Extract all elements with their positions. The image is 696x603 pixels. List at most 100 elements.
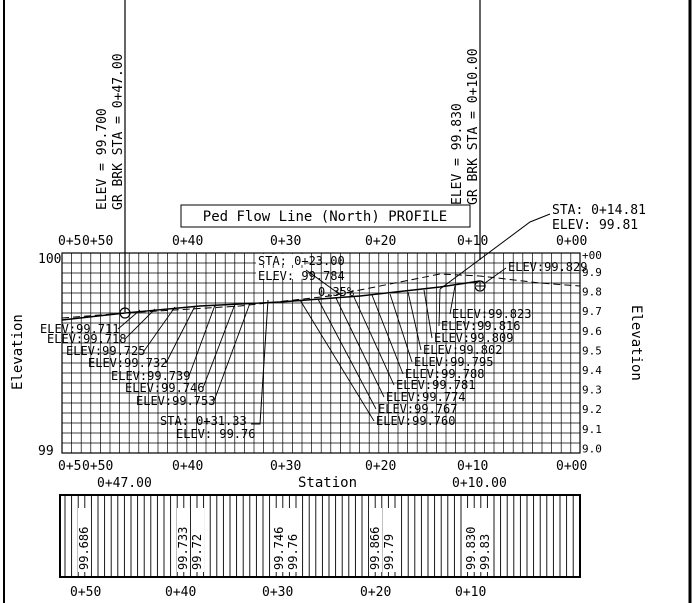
existing-ground-line (61, 273, 581, 319)
station-axis-label: Station (298, 475, 357, 491)
right-tick-label: 9.2 (582, 403, 602, 416)
profile-lines (61, 273, 581, 321)
table-value-bg (191, 508, 204, 572)
top-tick-30: 0+30 (270, 234, 301, 249)
profile-grid (61, 252, 580, 454)
grade-break-markers: GR BRK STA = 0+47.00 ELEV = 99.700 GR BR… (95, 0, 481, 312)
break-sta-10: GR BRK STA = 0+10.00 (466, 48, 481, 205)
table-value: 99.830 (464, 527, 478, 570)
elev-label: ELEV:99.829 (508, 260, 587, 274)
mid-elev-bg (256, 268, 306, 279)
elev-label: ELEV:99.823 (452, 307, 531, 321)
design-profile-line (61, 280, 481, 321)
station-mark-47: 0+47.00 (97, 476, 152, 491)
elevation-leaders: ELEV:99.711ELEV:99.718ELEV:99.725ELEV:99… (40, 260, 587, 428)
elev-leader (213, 302, 251, 402)
elev-leader (335, 297, 385, 398)
break-point-10 (474, 280, 486, 292)
hp-elev-callout: ELEV: 99.81 (552, 218, 638, 233)
right-tick-top: +00 (582, 249, 602, 262)
table-value: 99.83 (478, 534, 492, 570)
elev-label: ELEV:99.725 (66, 344, 145, 358)
low-sta-callout: STA: 0+31.33 (160, 414, 247, 428)
y-bottom-label: 99 (38, 444, 54, 459)
table-value-bg (479, 508, 492, 572)
top-tick-overlap: 0+5 (58, 234, 81, 249)
bottom-tick-30: 0+30 (270, 459, 301, 474)
bottom-tick-40: 0+40 (172, 459, 203, 474)
elev-leader (117, 309, 141, 330)
elev-label: ELEV:99.739 (111, 369, 190, 383)
grade-label: 0.35% (318, 285, 355, 299)
table-value-bg (465, 508, 478, 572)
elev-leader (188, 304, 216, 377)
table-value-bg (78, 508, 91, 572)
elev-leader (353, 296, 395, 386)
bottom-tick-00: 0+00 (556, 459, 587, 474)
right-y-ticks: +00 9.9 9.8 9.7 9.6 9.5 9.4 9.3 9.2 9.1 9.0 (582, 249, 602, 455)
table-value-bg (383, 508, 396, 572)
elev-label: ELEV:99.753 (136, 394, 215, 408)
profile-title: Ped Flow Line (North) PROFILE (203, 209, 447, 225)
right-tick-label: 9.4 (582, 364, 602, 377)
right-tick-label: 9.7 (582, 305, 602, 318)
table-tick-50: 0+50 (70, 585, 101, 600)
elev-leader (317, 298, 377, 410)
right-elevation-label: Elevation (628, 305, 644, 381)
table-value: 99.866 (368, 527, 382, 570)
table-tick-30: 0+30 (262, 585, 293, 600)
elev-leader (389, 293, 413, 363)
top-tick-20: 0+20 (365, 234, 396, 249)
grid-frame (61, 252, 581, 454)
elev-leader (423, 289, 433, 339)
table-station-ticks: 0+50 0+40 0+30 0+20 0+10 (70, 585, 486, 600)
elev-leader (165, 305, 196, 364)
elev-label: ELEV:99.816 (441, 319, 520, 333)
elev-leader (143, 306, 176, 352)
top-station-ticks: 0+5 0+50 0+40 0+30 0+20 0+10 0+00 (58, 234, 587, 249)
right-tick-label: 9.3 (582, 384, 602, 397)
elev-leader (438, 288, 441, 327)
table-value-bg (369, 508, 382, 572)
station-mark-10: 0+10.00 (452, 476, 507, 491)
y-top-label: 100 (38, 252, 61, 267)
right-tick-label: 9.1 (582, 423, 602, 436)
elev-label: ELEV:99.795 (414, 355, 493, 369)
title-box (180, 204, 471, 228)
table-value-bg (273, 508, 286, 572)
elev-leader (124, 308, 156, 340)
elev-leader (407, 291, 422, 351)
bottom-tick-overlap: 0+5 (58, 459, 81, 474)
bottom-tick-50: 0+50 (82, 459, 113, 474)
mid-leader (305, 269, 343, 297)
right-tick-label: 9.5 (582, 344, 602, 357)
table-value: 99.76 (286, 534, 300, 570)
low-leader (251, 299, 269, 425)
elev-leader (371, 294, 404, 375)
elev-leader (484, 267, 507, 284)
table-value: 99.72 (190, 534, 204, 570)
elev-label: ELEV:99.802 (423, 343, 502, 357)
bottom-tick-10: 0+10 (457, 459, 488, 474)
mid-sta-bg (256, 254, 306, 265)
top-tick-40: 0+40 (172, 234, 203, 249)
top-tick-50: 0+50 (82, 234, 113, 249)
bottom-tick-20: 0+20 (365, 459, 396, 474)
mid-sta-callout: STA: 0+23.00 (258, 254, 345, 268)
elev-leader (202, 303, 236, 389)
table-tick-10: 0+10 (455, 585, 486, 600)
table-value-bg (177, 508, 190, 572)
elev-label: ELEV:99.760 (376, 414, 455, 428)
table-value: 99.79 (382, 534, 396, 570)
mid-elev-callout: ELEV: 99.784 (258, 269, 345, 283)
table-value-bg (287, 508, 300, 572)
elev-label: ELEV:99.746 (125, 381, 204, 395)
elev-leader (449, 285, 456, 315)
top-tick-10: 0+10 (457, 234, 488, 249)
top-tick-00: 0+00 (556, 234, 587, 249)
right-tick-label: 9.8 (582, 286, 602, 299)
low-elev-callout: ELEV: 99.76 (176, 427, 255, 441)
table-value: 99.746 (272, 527, 286, 570)
table-value: 99.733 (176, 527, 190, 570)
